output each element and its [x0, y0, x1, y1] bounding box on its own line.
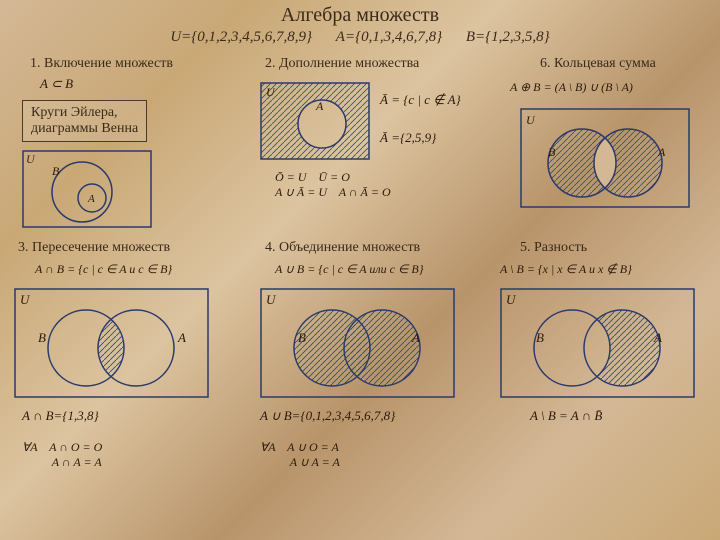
section-4-diagram: U B A [260, 288, 455, 398]
section-4-identities: ∀A A ∪ O = A A ∪ A = A [260, 440, 340, 470]
section-5-diagram: U B A [500, 288, 695, 398]
svg-text:U: U [526, 113, 536, 127]
svg-text:A: A [87, 193, 95, 205]
svg-text:B: B [548, 145, 556, 159]
section-3-result: A ∩ B={1,3,8} [22, 408, 99, 424]
svg-text:A: A [411, 330, 420, 345]
section-2-result: Ā ={2,5,9} [380, 130, 436, 146]
svg-text:A: A [657, 145, 666, 159]
sets-definition: U={0,1,2,3,4,5,6,7,8,9} A={0,1,3,4,6,7,8… [0, 27, 720, 48]
section-2-label: 2. Дополнение множества [265, 56, 419, 72]
section-3-identities: ∀A A ∩ O = O A ∩ A = A [22, 440, 102, 470]
section-2-diagram: U A [260, 82, 370, 160]
svg-text:U: U [506, 292, 517, 307]
svg-text:U: U [20, 292, 31, 307]
section-3-label: 3. Пересечение множеств [18, 240, 170, 256]
set-a: A={0,1,3,4,6,7,8} [336, 29, 442, 45]
set-u: U={0,1,2,3,4,5,6,7,8,9} [170, 29, 312, 45]
svg-text:U: U [266, 292, 277, 307]
section-1-label: 1. Включение множеств [30, 56, 173, 72]
euler-box: Круги Эйлера, диаграммы Венна [22, 100, 147, 142]
section-2-identities: Ō = U Ū = O A ∪ Ā = U A ∩ Ā = O [275, 170, 391, 200]
svg-text:A: A [653, 330, 662, 345]
section-4-formula: A ∪ B = {c | c ∈ A или c ∈ B} [275, 262, 424, 277]
set-b: B={1,2,3,5,8} [466, 29, 550, 45]
section-1-diagram: U B A [22, 150, 152, 228]
section-4-result: A ∪ B={0,1,2,3,4,5,6,7,8} [260, 408, 395, 424]
section-6-diagram: U B A [520, 108, 690, 208]
section-4-label: 4. Объединение множеств [265, 240, 420, 256]
svg-text:A: A [177, 330, 186, 345]
section-1-formula: A ⊂ B [40, 76, 73, 92]
section-6-formula: A ⊕ B = (A \ B) ∪ (B \ A) [510, 80, 633, 95]
section-5-label: 5. Разность [520, 240, 587, 256]
page-title: Алгебра множеств [0, 0, 720, 27]
section-5-formula: A \ B = {x | x ∈ A и x ∉ B} [500, 262, 632, 277]
section-3-diagram: U B A [14, 288, 209, 398]
svg-text:U: U [266, 85, 276, 99]
svg-text:B: B [52, 164, 60, 178]
section-6-label: 6. Кольцевая сумма [540, 56, 656, 72]
svg-text:B: B [536, 330, 544, 345]
svg-text:B: B [298, 330, 306, 345]
u-label: U [26, 152, 35, 167]
section-3-formula: A ∩ B = {c | c ∈ A и c ∈ B} [35, 262, 172, 277]
section-2-formula: Ā = {c | c ∉ A} [380, 92, 461, 108]
svg-text:A: A [315, 99, 324, 113]
svg-text:B: B [38, 330, 46, 345]
section-5-identity: A \ B = A ∩ B̄ [530, 408, 602, 424]
